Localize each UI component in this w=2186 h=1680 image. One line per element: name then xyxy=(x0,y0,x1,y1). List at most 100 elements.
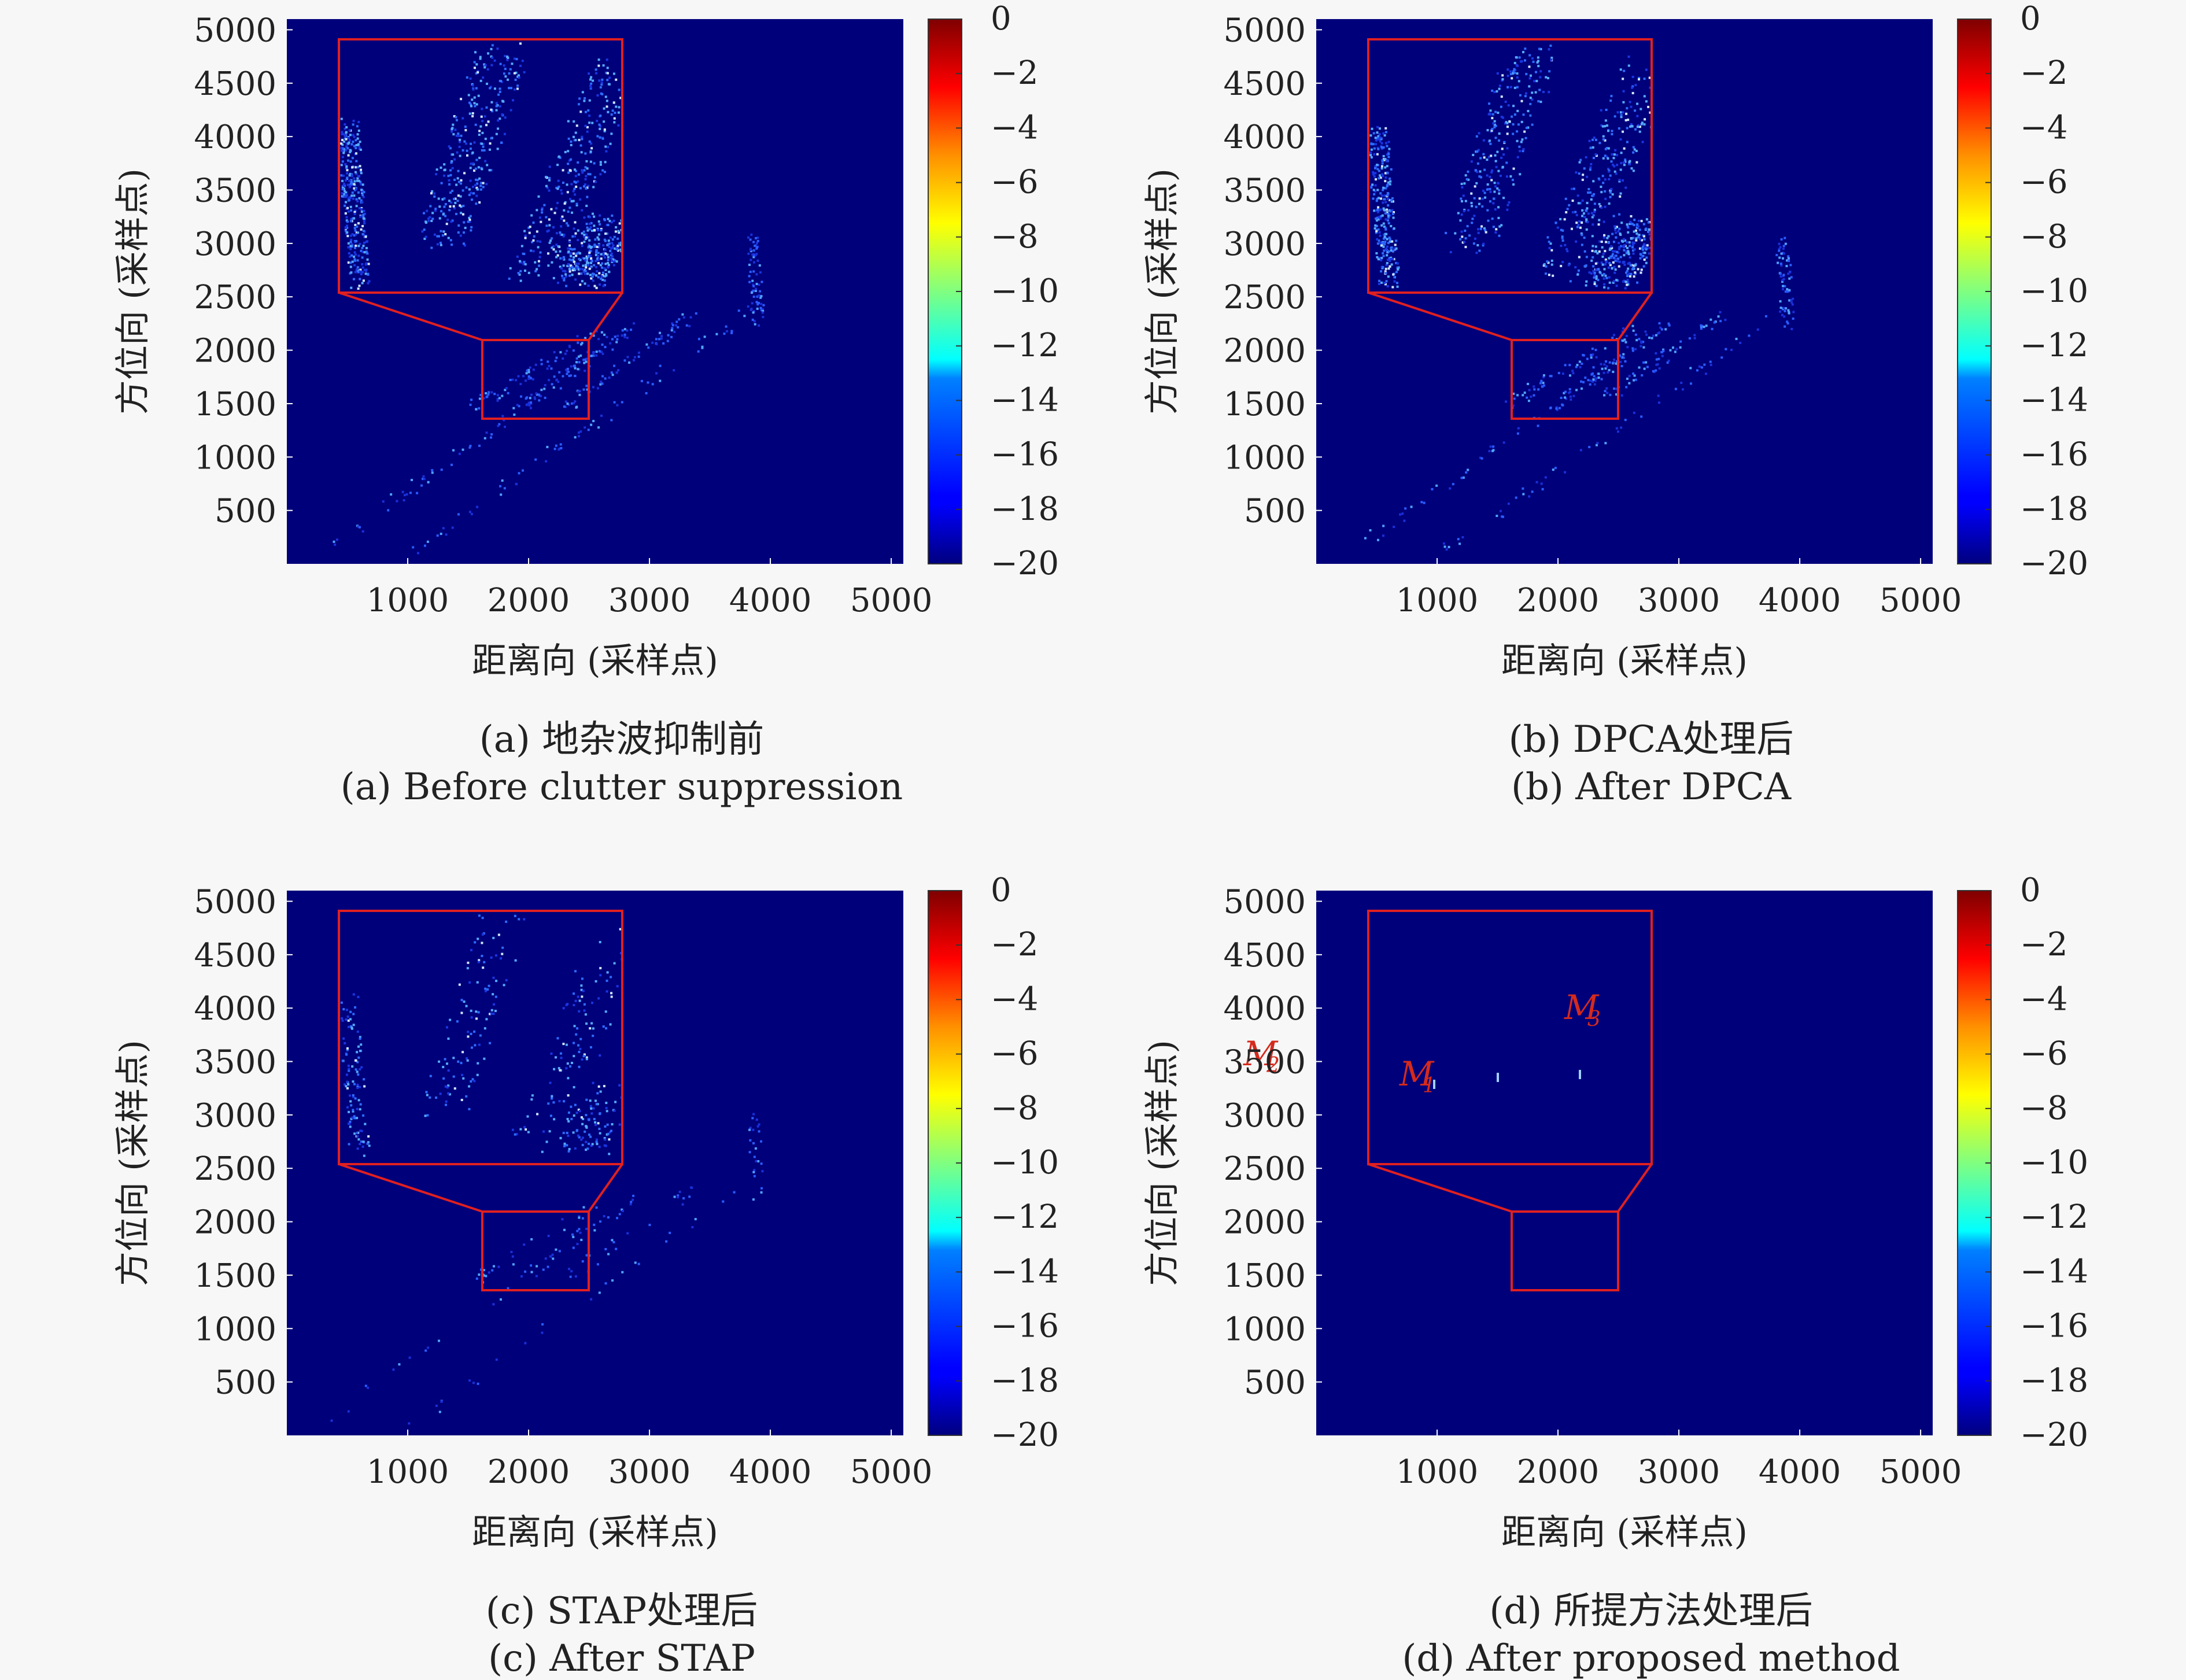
ytick-label: 4000 xyxy=(194,119,276,156)
colorbar-tick-label: −10 xyxy=(991,1144,1059,1181)
marker-label-3: M xyxy=(1564,988,1600,1027)
xtick-label: 5000 xyxy=(850,582,933,619)
caption-en: (c) After STAP xyxy=(488,1637,755,1680)
colorbar-tick-label: −10 xyxy=(2020,272,2088,310)
connector-left xyxy=(338,1163,483,1213)
caption-en: (b) After DPCA xyxy=(1511,766,1792,808)
colorbar-tick-label: −4 xyxy=(991,109,1039,146)
colorbar-tick-label: −18 xyxy=(991,1362,1059,1400)
connector-right xyxy=(1617,291,1653,341)
colorbar-tick-label: −20 xyxy=(991,545,1059,582)
colorbar-tick-label: −4 xyxy=(2020,980,2068,1018)
colorbar-tick-label: −18 xyxy=(991,490,1059,528)
xtick-label: 5000 xyxy=(1879,1453,1962,1491)
connector-left xyxy=(1368,291,1512,341)
panel-d: M1M2M35001000150020002500300035004000450… xyxy=(1142,872,2088,1680)
colorbar-tick-label: −12 xyxy=(2020,327,2088,364)
xtick-label: 4000 xyxy=(1759,582,1841,619)
colorbar-tick-label: −10 xyxy=(991,272,1059,310)
ytick-label: 1000 xyxy=(194,1310,276,1348)
target-point-2 xyxy=(1497,1073,1499,1082)
colorbar-tick-label: −8 xyxy=(2020,218,2068,256)
colorbar-tick-label: −2 xyxy=(991,926,1039,963)
inset-box xyxy=(338,38,623,294)
ytick-label: 1500 xyxy=(1223,1257,1306,1295)
zoom-box xyxy=(1511,339,1619,420)
inset-box xyxy=(1367,38,1653,294)
y-axis-label: 方位向 (采样点) xyxy=(113,168,153,415)
clutter-speckles xyxy=(330,1113,764,1425)
colorbar-tick-label: 0 xyxy=(991,872,1011,909)
y-axis-label: 方位向 (采样点) xyxy=(113,1040,153,1286)
connector-left xyxy=(1368,1163,1512,1213)
connector-right xyxy=(1617,1163,1653,1213)
caption-cn: (a) 地杂波抑制前 xyxy=(479,718,764,761)
colorbar-tick-label: −2 xyxy=(2020,926,2068,963)
xtick-label: 5000 xyxy=(1879,582,1962,619)
ytick-label: 4000 xyxy=(1223,990,1306,1028)
marker-sub-1: 1 xyxy=(1423,1074,1436,1098)
panels: 5001000150020002500300035004000450050001… xyxy=(113,0,2088,1680)
xtick-label: 3000 xyxy=(608,582,691,619)
xtick-label: 1000 xyxy=(367,582,449,619)
xtick-label: 3000 xyxy=(608,1453,691,1491)
panel-b: 500 1000 1500 2000 2500 3000 3500 4000 4500 5000 1… xyxy=(1142,0,2088,808)
ytick-label: 500 xyxy=(1244,493,1306,530)
caption-cn: (b) DPCA处理后 xyxy=(1509,718,1794,761)
colorbar-tick-label: −8 xyxy=(991,1090,1039,1127)
caption-en: (a) Before clutter suppression xyxy=(341,766,903,808)
ytick-label: 4500 xyxy=(194,937,276,974)
colorbar-tick-label: −8 xyxy=(991,218,1039,256)
colorbar-tick-label: −2 xyxy=(2020,54,2068,92)
ytick-label: 3000 xyxy=(1223,1097,1306,1135)
ytick-label: 1000 xyxy=(194,439,276,477)
ytick-label: 3500 xyxy=(194,172,276,210)
colorbar-tick-label: −10 xyxy=(2020,1144,2088,1181)
xtick-label: 2000 xyxy=(1517,582,1600,619)
xtick-label: 4000 xyxy=(729,1453,812,1491)
xtick-label: 3000 xyxy=(1638,582,1720,619)
ytick-label: 4500 xyxy=(1223,937,1306,974)
ytick-label: 2000 xyxy=(194,333,276,370)
x-axis-label: 距离向 (采样点) xyxy=(472,641,718,681)
clutter-speckles xyxy=(333,233,765,555)
colorbar-tick-label: −6 xyxy=(2020,164,2068,201)
ytick-label: 1500 xyxy=(1223,386,1306,423)
inset-box xyxy=(1367,910,1653,1165)
inset-speckles xyxy=(1369,45,1653,290)
ytick-label: 2000 xyxy=(194,1204,276,1242)
panel-a: 500 1000 1500 2000 2500 3000 3500 4000 4500 5000 1… xyxy=(113,0,1059,808)
ytick-label: 3000 xyxy=(194,1097,276,1135)
ytick-label: 5000 xyxy=(194,12,276,49)
ytick-label: 4000 xyxy=(1223,119,1306,156)
target-point-3 xyxy=(1579,1070,1581,1079)
x-axis-label: 距离向 (采样点) xyxy=(472,1512,718,1553)
colorbar-tick-label: −16 xyxy=(2020,436,2088,474)
ytick-label: 3500 xyxy=(1223,172,1306,210)
colorbar-tick-label: −6 xyxy=(2020,1035,2068,1073)
ytick-label: 2000 xyxy=(1223,1204,1306,1242)
ytick-label: 5000 xyxy=(1223,12,1306,49)
colorbar-tick-label: 0 xyxy=(2020,0,2041,38)
colorbar-tick-label: −16 xyxy=(991,436,1059,474)
zoom-box xyxy=(481,1210,590,1291)
colorbar-tick-label: −18 xyxy=(2020,490,2088,528)
ytick-label: 1500 xyxy=(194,1257,276,1295)
panel-c: 500 1000 1500 2000 2500 3000 3500 4000 4500 5000 1… xyxy=(113,872,1059,1680)
clutter-speckles xyxy=(1364,237,1795,551)
marker-label-2: M xyxy=(1243,1034,1279,1073)
xtick-label: 4000 xyxy=(1759,1453,1841,1491)
caption-cn: (d) 所提方法处理后 xyxy=(1489,1590,1812,1633)
ytick-label: 2500 xyxy=(1223,279,1306,316)
xtick-label: 1000 xyxy=(1396,582,1479,619)
colorbar-tick-label: −14 xyxy=(991,381,1059,419)
xtick-label: 3000 xyxy=(1638,1453,1720,1491)
ytick-label: 500 xyxy=(215,1364,276,1402)
colorbar-tick-label: −12 xyxy=(2020,1198,2088,1236)
ytick-label: 2500 xyxy=(194,1150,276,1188)
xtick-label: 1000 xyxy=(1396,1453,1479,1491)
ytick-label: 4500 xyxy=(194,65,276,103)
connector-right xyxy=(588,1163,623,1213)
xtick-label: 5000 xyxy=(850,1453,933,1491)
